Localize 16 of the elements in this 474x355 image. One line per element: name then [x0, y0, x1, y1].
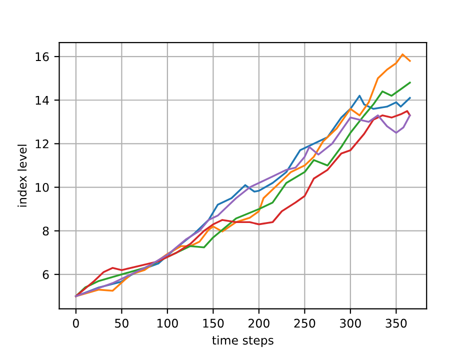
y-tick-label: 8 — [42, 226, 49, 236]
y-axis-title: index level — [18, 144, 27, 207]
x-tick-label: 150 — [203, 318, 224, 328]
x-tick-label: 300 — [340, 318, 361, 328]
x-tick-label: 200 — [248, 318, 270, 328]
x-tick-label: 350 — [386, 318, 407, 328]
y-tick-label: 10 — [36, 182, 49, 192]
x-tick-label: 100 — [157, 318, 178, 328]
y-tick-label: 6 — [42, 270, 49, 280]
x-tick-label: 250 — [294, 318, 316, 328]
x-tick-label: 50 — [115, 318, 128, 328]
x-axis-title: time steps — [212, 336, 274, 347]
y-tick-label: 16 — [36, 52, 49, 62]
x-tick-label: 0 — [72, 318, 79, 328]
y-tick-label: 14 — [36, 96, 49, 105]
y-tick-label: 12 — [36, 139, 48, 148]
